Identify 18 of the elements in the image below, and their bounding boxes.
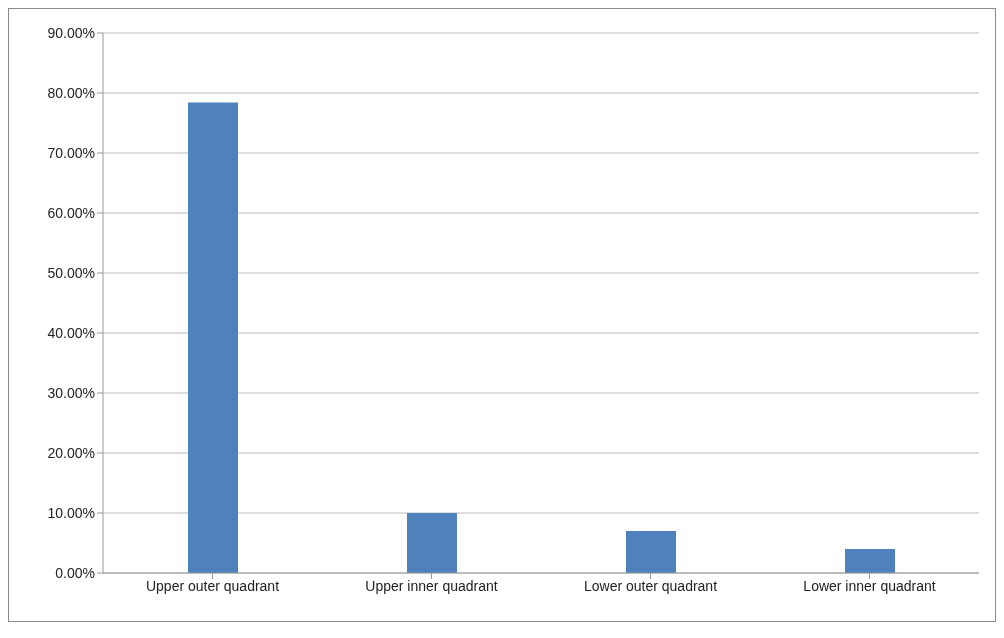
y-tick-label: 70.00% bbox=[47, 144, 95, 161]
y-tick-label: 10.00% bbox=[47, 504, 95, 521]
y-tick-label: 40.00% bbox=[47, 324, 95, 341]
bar bbox=[626, 531, 676, 573]
y-tick-label: 80.00% bbox=[47, 84, 95, 101]
y-tick-label: 50.00% bbox=[47, 264, 95, 281]
x-tick-label: Lower outer quadrant bbox=[583, 577, 718, 594]
bar bbox=[845, 549, 895, 573]
bar bbox=[407, 513, 457, 573]
y-tick-label: 20.00% bbox=[47, 444, 95, 461]
y-tick-label: 0.00% bbox=[55, 564, 95, 581]
y-tick-label: 30.00% bbox=[47, 384, 95, 401]
x-tick-label: Upper inner quadrant bbox=[365, 577, 498, 594]
x-tick-label: Upper outer quadrant bbox=[145, 577, 280, 594]
y-tick-label: 90.00% bbox=[47, 24, 95, 41]
bar bbox=[188, 102, 238, 573]
x-tick-label: Lower inner quadrant bbox=[803, 577, 936, 594]
y-tick-label: 60.00% bbox=[47, 204, 95, 221]
